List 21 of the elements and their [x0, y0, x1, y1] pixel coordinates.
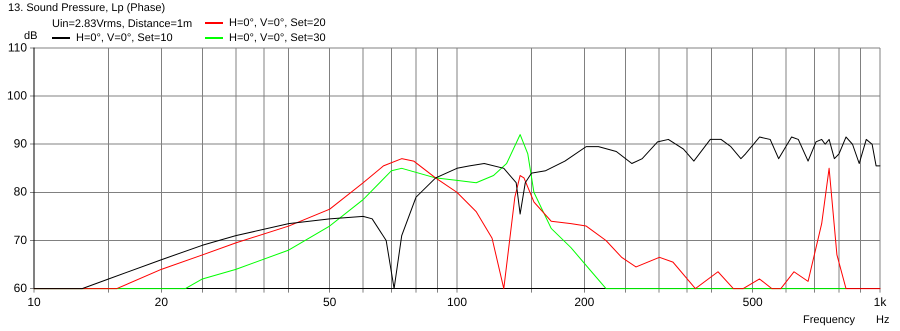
- y-tick-label: 80: [14, 184, 28, 199]
- x-tick-label: 200: [574, 295, 595, 310]
- y-tick-label: 110: [8, 40, 28, 54]
- x-tick-label: 500: [742, 295, 763, 310]
- legend-label: H=0°, V=0°, Set=10: [76, 32, 173, 44]
- y-tick-label: 100: [6, 88, 28, 102]
- x-axis-title: Frequency: [803, 314, 855, 326]
- chart-subtitle: Uin=2.83Vrms, Distance=1m: [52, 18, 192, 30]
- legend-label: H=0°, V=0°, Set=30: [229, 32, 326, 44]
- y-tick-label: 90: [14, 136, 28, 151]
- text: Hz: [876, 314, 890, 326]
- y-axis-title: dB: [24, 30, 38, 42]
- chart-title: 13. Sound Pressure, Lp (Phase): [8, 2, 166, 14]
- x-tick-label: 50: [323, 295, 337, 310]
- y-tick-label: 70: [14, 232, 28, 247]
- x-tick-label: 10: [27, 295, 42, 310]
- y-tick-label: 60: [14, 280, 28, 295]
- x-tick-label: 1k: [874, 295, 888, 310]
- x-tick-label: 100: [446, 295, 468, 310]
- legend-label: H=0°, V=0°, Set=20: [229, 17, 326, 29]
- x-tick-label: 20: [154, 295, 168, 310]
